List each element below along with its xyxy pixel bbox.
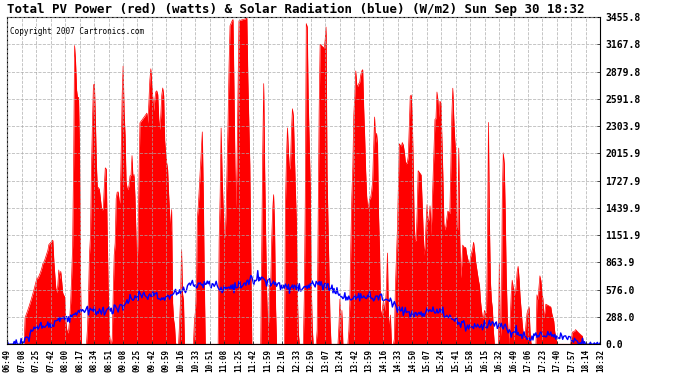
Text: Copyright 2007 Cartronics.com: Copyright 2007 Cartronics.com xyxy=(10,27,144,36)
Text: Total PV Power (red) (watts) & Solar Radiation (blue) (W/m2) Sun Sep 30 18:32: Total PV Power (red) (watts) & Solar Rad… xyxy=(8,3,585,16)
